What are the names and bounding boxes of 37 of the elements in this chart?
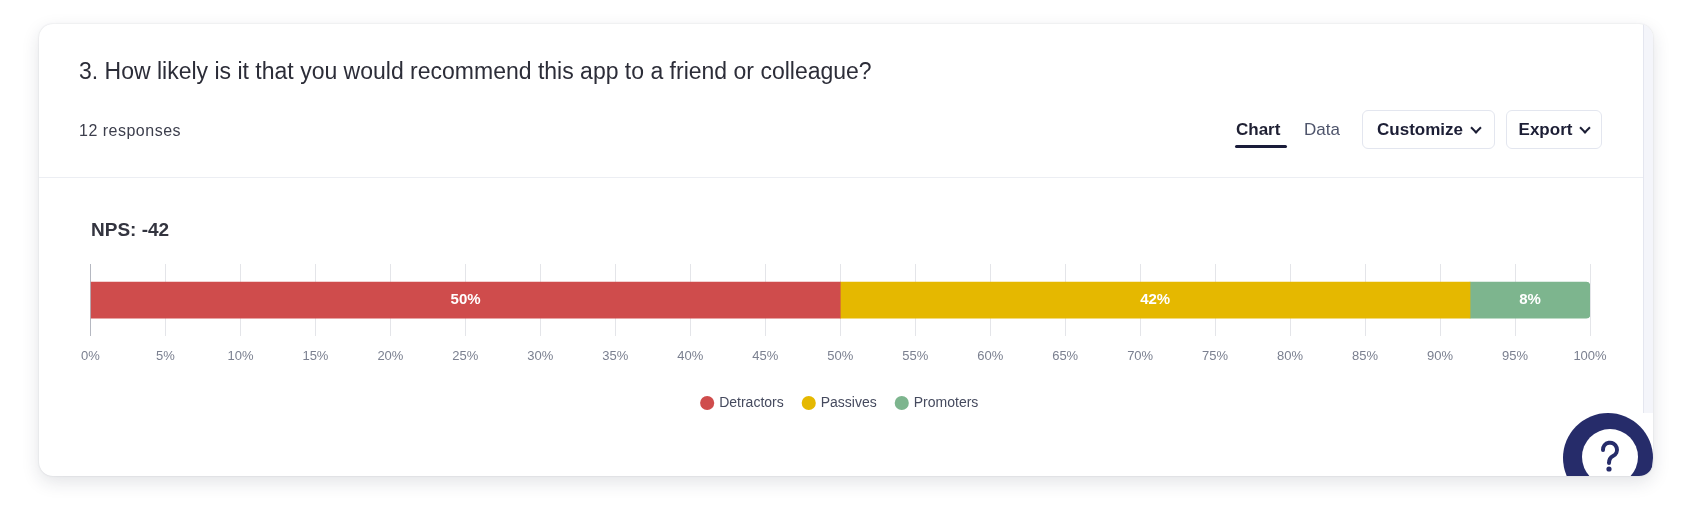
text: Data: [1304, 120, 1340, 139]
x-tick-label: 30%: [527, 347, 554, 363]
legend-label: Passives: [820, 393, 877, 410]
x-tick-label: 55%: [902, 347, 929, 363]
legend-label: Promoters: [913, 393, 979, 410]
bar: [90, 281, 841, 319]
x-tick-label: 35%: [602, 347, 629, 363]
bar: [839, 281, 1471, 319]
x-tick-label: 60%: [977, 347, 1004, 363]
x-tick-label: 70%: [1127, 347, 1154, 363]
x-tick-label: 75%: [1202, 347, 1229, 363]
text: NPS: -42: [91, 219, 170, 241]
data-label: 50%: [450, 290, 481, 308]
text: Chart: [1236, 120, 1281, 139]
x-tick-label: 85%: [1352, 347, 1379, 363]
dropdown-button: Customize: [1362, 110, 1495, 149]
x-tick-label: 45%: [752, 347, 779, 363]
x-tick-label: 25%: [452, 347, 479, 363]
chart-subtitle: 12 responses: [79, 122, 182, 140]
data-label: 8%: [1519, 290, 1541, 308]
x-tick-label: 40%: [677, 347, 704, 363]
x-tick-label: 90%: [1427, 347, 1454, 363]
x-tick-label: 65%: [1052, 347, 1079, 363]
x-tick-label: 15%: [302, 347, 329, 363]
x-tick-label: 100%: [1573, 347, 1608, 363]
dropdown-button: Export: [1506, 110, 1602, 149]
data-label: 42%: [1140, 290, 1171, 308]
x-tick-label: 95%: [1502, 347, 1529, 363]
x-tick-label: 10%: [227, 347, 254, 363]
x-tick-label: 50%: [827, 347, 854, 363]
x-tick-label: 80%: [1277, 347, 1304, 363]
chart-title: 3. How likely is it that you would recommend this app to a friend or colleague?: [79, 58, 872, 84]
bar: [1469, 281, 1590, 319]
x-tick-label: 5%: [156, 347, 176, 363]
x-tick-label: 20%: [377, 347, 404, 363]
legend-label: Detractors: [719, 393, 784, 410]
x-tick-label: 0%: [81, 347, 101, 363]
